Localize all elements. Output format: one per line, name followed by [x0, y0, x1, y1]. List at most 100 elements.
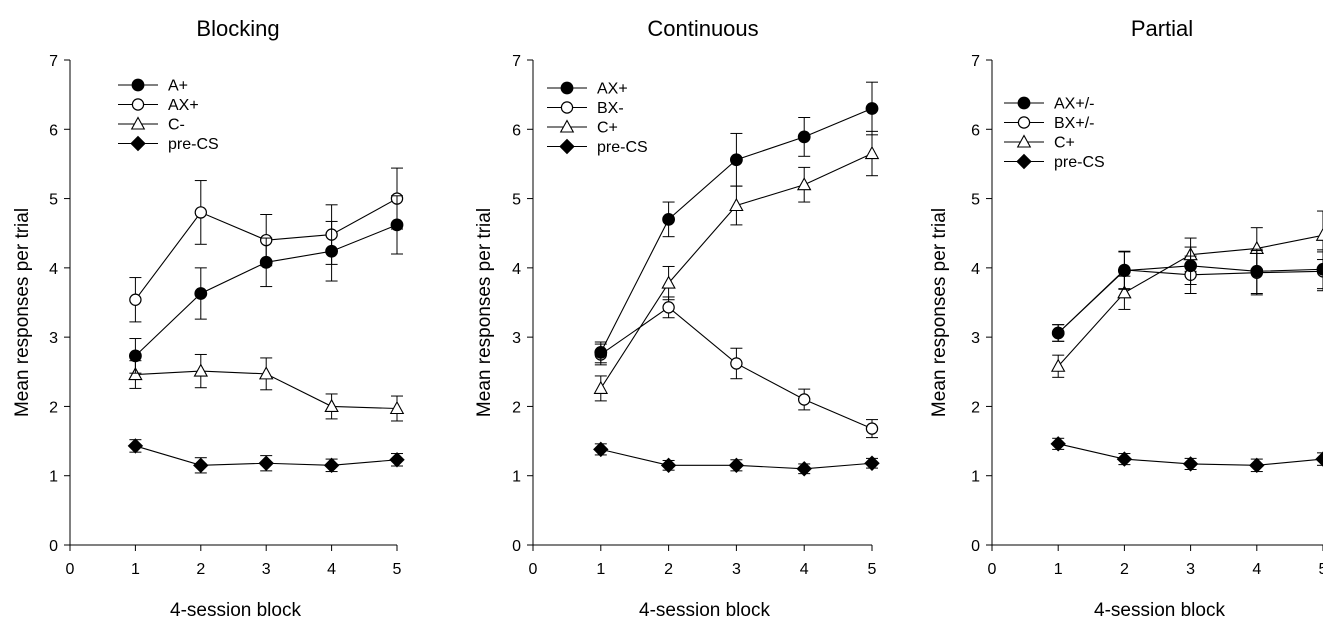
legend-label: AX+/-: [1054, 96, 1094, 113]
legend-item: BX+/-: [1004, 115, 1094, 132]
series-c: [128, 353, 405, 422]
x-tick-label: 3: [1186, 561, 1195, 578]
x-tick-label: 5: [1319, 561, 1323, 578]
x-tick-label: 1: [1054, 561, 1063, 578]
y-tick-label: 7: [512, 53, 521, 70]
data-point: [389, 452, 405, 468]
legend-marker: [559, 138, 575, 155]
y-axis-label: Mean responses per trial: [929, 208, 950, 417]
legend-label: AX+: [597, 81, 628, 98]
legend-marker: [1017, 96, 1031, 110]
y-tick-label: 3: [49, 330, 58, 347]
data-point: [194, 206, 207, 219]
x-axis-label: 4-session block: [170, 600, 301, 621]
panel-partial: Partial 0 1 2 3 4 5 6 7 0 1 2 3 4 5 4-session block Mean…: [929, 16, 1323, 621]
legend-item: pre-CS: [547, 138, 648, 156]
data-point: [1050, 358, 1066, 372]
legend-marker: [560, 101, 574, 114]
legend-item: BX-: [547, 100, 624, 117]
y-tick-label: 2: [971, 399, 980, 416]
x-tick-label: 5: [393, 561, 402, 578]
chart-title: Continuous: [647, 16, 758, 41]
data-point: [661, 275, 676, 289]
y-tick-label: 1: [49, 469, 58, 486]
data-point: [662, 212, 675, 226]
data-point: [390, 218, 404, 232]
x-tick-label: 4: [800, 561, 809, 578]
data-point: [1315, 227, 1323, 241]
y-tick-label: 1: [971, 469, 980, 486]
data-point: [193, 363, 209, 377]
y-tick-label: 5: [512, 192, 521, 209]
x-axis-label: 4-session block: [1094, 600, 1225, 621]
legend-label: AX+: [168, 97, 199, 114]
data-point: [258, 366, 274, 380]
data-point: [1050, 436, 1066, 452]
legend-marker: [1017, 116, 1031, 129]
legend-label: BX-: [597, 100, 624, 117]
y-tick-label: 0: [512, 538, 521, 555]
data-point: [796, 177, 812, 191]
x-tick-label: 3: [732, 561, 741, 578]
data-point: [1249, 457, 1265, 474]
data-point: [127, 438, 144, 454]
x-tick-label: 0: [529, 561, 538, 578]
x-tick-label: 2: [196, 561, 205, 578]
legend-label: C+: [597, 120, 618, 137]
data-point: [1116, 451, 1133, 467]
y-tick-label: 4: [971, 261, 980, 278]
data-point: [1117, 264, 1131, 278]
legend-label: C-: [168, 117, 185, 134]
x-tick-label: 3: [262, 561, 271, 578]
data-point: [259, 255, 273, 269]
legend-marker: [130, 135, 146, 152]
legend: AX+/- BX+/- C+ pre-CS: [1004, 96, 1105, 171]
data-point: [864, 145, 880, 160]
data-point: [129, 293, 142, 306]
series-a: [128, 195, 404, 374]
y-tick-label: 1: [512, 469, 521, 486]
x-tick-label: 0: [988, 561, 997, 578]
data-point: [796, 461, 812, 477]
data-point: [1316, 262, 1323, 276]
x-axis-label: 4-session block: [639, 600, 770, 621]
series-bx: [594, 296, 879, 439]
y-tick-label: 2: [512, 399, 521, 416]
y-tick-label: 2: [49, 399, 58, 416]
y-axis-label: Mean responses per trial: [12, 208, 33, 417]
x-tick-label: 2: [1120, 561, 1129, 578]
series-c: [593, 130, 880, 402]
data-point: [593, 441, 609, 458]
legend-item: C-: [118, 116, 185, 134]
y-tick-label: 0: [49, 538, 58, 555]
data-point: [864, 455, 880, 471]
legend-marker: [131, 98, 145, 111]
data-point: [797, 130, 811, 144]
legend-item: AX+: [547, 81, 628, 98]
data-point: [798, 393, 811, 406]
data-point: [593, 380, 609, 394]
legend-item: AX+: [118, 97, 199, 114]
x-tick-label: 1: [596, 561, 605, 578]
legend-item: C+: [1004, 134, 1075, 152]
data-point: [128, 366, 143, 381]
data-point: [258, 455, 274, 471]
y-tick-label: 6: [971, 122, 980, 139]
panel-blocking: Blocking 0 1 2 3 4 5 6 7 0 1 2 3 4 5 4-session block Mea…: [12, 16, 405, 621]
data-point: [865, 102, 879, 115]
y-tick-label: 3: [512, 330, 521, 347]
legend-marker: [559, 119, 575, 133]
legend-item: pre-CS: [118, 135, 219, 153]
data-point: [1250, 264, 1264, 278]
legend-label: C+: [1054, 135, 1075, 152]
legend-marker: [560, 81, 574, 95]
chart-title: Blocking: [196, 16, 279, 41]
x-tick-label: 4: [327, 561, 336, 578]
series-ax: [1051, 246, 1323, 342]
x-tick-label: 2: [664, 561, 673, 578]
legend-label: pre-CS: [1054, 154, 1105, 171]
data-point: [1315, 451, 1323, 467]
data-point: [325, 244, 339, 258]
data-point: [324, 398, 339, 412]
